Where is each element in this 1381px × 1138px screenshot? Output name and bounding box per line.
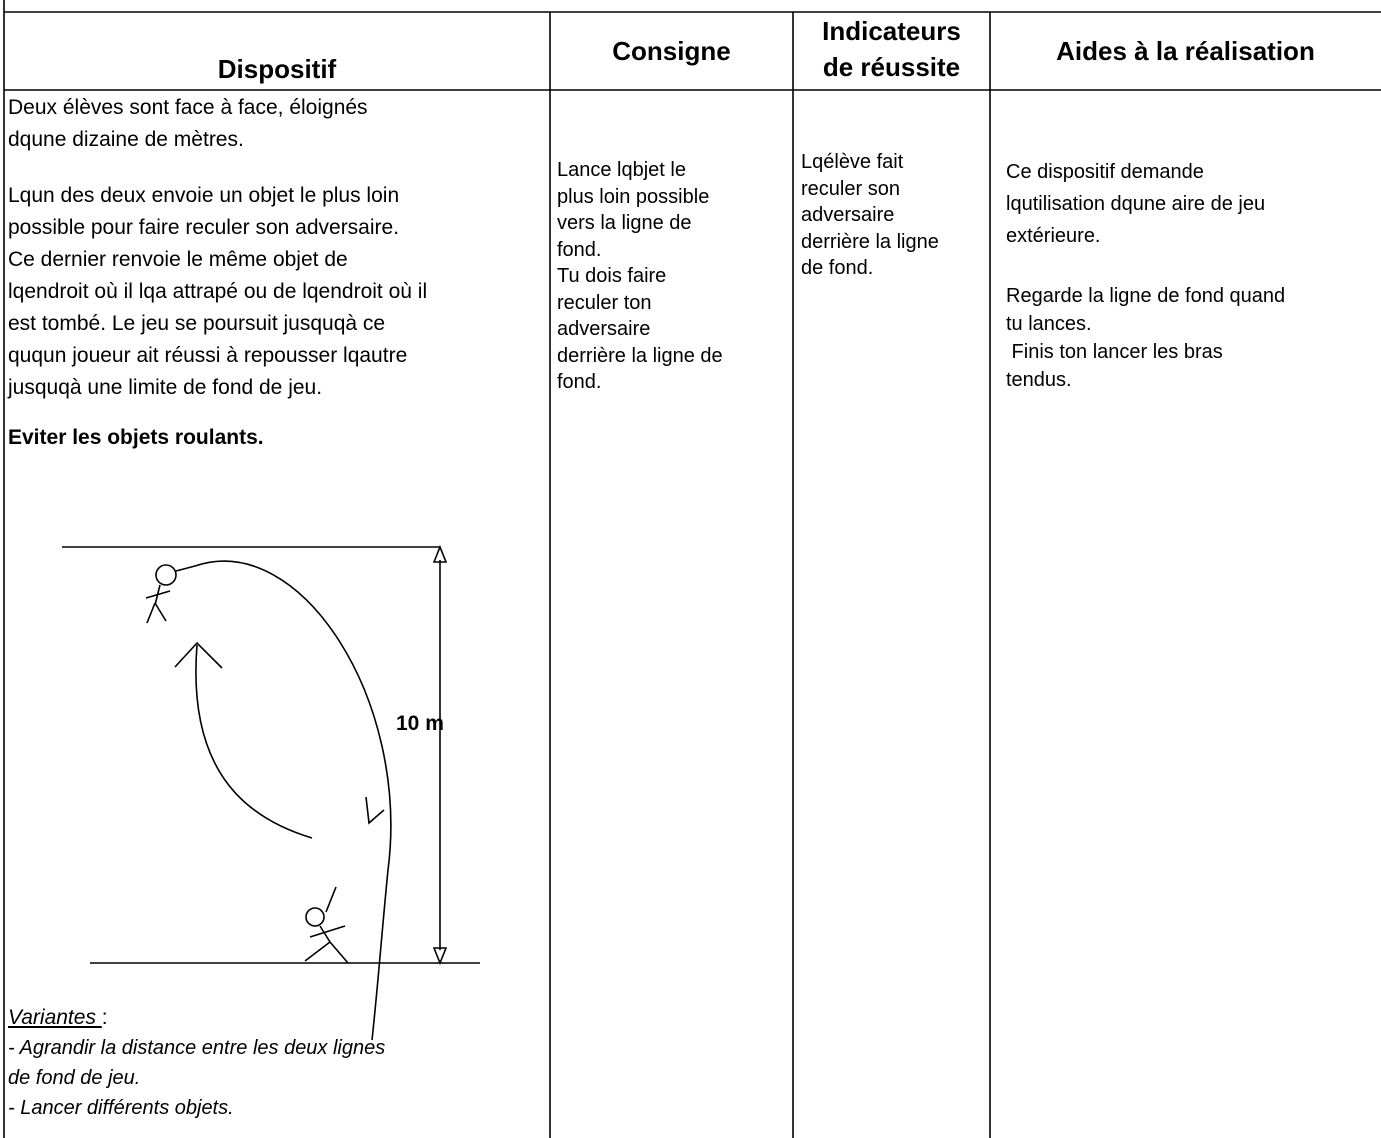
aide-line: Ce dispositif demande: [1006, 161, 1204, 183]
text-line: lqendroit où il lqa attrapé ou de lqendr…: [8, 280, 428, 303]
text-line: est tombé. Le jeu se poursuit jusquqà ce: [8, 312, 386, 335]
header-cell: Consigne: [612, 36, 731, 66]
text-line: possible pour faire reculer son adversai…: [8, 216, 400, 239]
consigne-line: plus loin possible: [557, 185, 710, 208]
indicateur-line: Lqélève fait: [801, 151, 904, 173]
colon: :: [101, 1006, 108, 1029]
header-cell: Dispositif: [217, 54, 337, 84]
aide-line: tendus.: [1006, 369, 1072, 391]
text-line: dqune dizaine de mètres.: [8, 128, 244, 151]
aide-line: Regarde la ligne de fond quand: [1006, 285, 1286, 307]
consigne-line: vers la ligne de: [557, 212, 692, 234]
warning: Eviter les objets roulants.: [8, 426, 264, 449]
indicateur-line: derrière la ligne: [801, 230, 939, 253]
variante-line: - Lancer différents objets.: [8, 1097, 234, 1119]
consigne-line: adversaire: [557, 318, 651, 340]
indicateur-line: reculer son: [801, 177, 900, 200]
consigne-line: Tu dois faire: [557, 265, 667, 287]
text-line: jusquqà une limite de fond de jeu.: [8, 376, 323, 399]
consigne-line: fond.: [557, 238, 602, 261]
variantes-heading: Variantes: [8, 1006, 102, 1029]
aide-line: extérieure.: [1006, 225, 1101, 247]
consigne-line: fond.: [557, 371, 602, 393]
text-line: ququn joueur ait réussi à repousser lqau…: [8, 344, 408, 367]
aide-line: tu lances.: [1006, 313, 1092, 335]
variante-line: - Agrandir la distance entre les deux li…: [8, 1037, 386, 1059]
indicateur-line: de fond.: [801, 257, 874, 279]
text-line: Lqun des deux envoie un objet le plus lo…: [8, 184, 400, 207]
variante-line: de fond de jeu.: [8, 1067, 141, 1089]
indicateur-line: adversaire: [801, 204, 895, 226]
consigne-line: Lance lqbjet le: [557, 159, 686, 181]
aide-line: lqutilisation dqune aire de jeu: [1006, 193, 1266, 215]
consigne-line: reculer ton: [557, 291, 652, 314]
text-line: Ce dernier renvoie le même objet de: [8, 248, 348, 271]
variantes-title: Variantes :: [8, 1006, 108, 1030]
diagram-label: 10 m: [396, 712, 444, 735]
aide-line: Finis ton lancer les bras: [1006, 341, 1223, 363]
diagram: [62, 544, 480, 1041]
header-cell: Indicateurs: [822, 16, 961, 46]
header-cell: Aides à la réalisation: [1056, 36, 1315, 66]
consigne-line: derrière la ligne de: [557, 344, 723, 367]
header-cell: de réussite: [822, 52, 961, 82]
text-line: Deux élèves sont face à face, éloignés: [8, 96, 368, 119]
